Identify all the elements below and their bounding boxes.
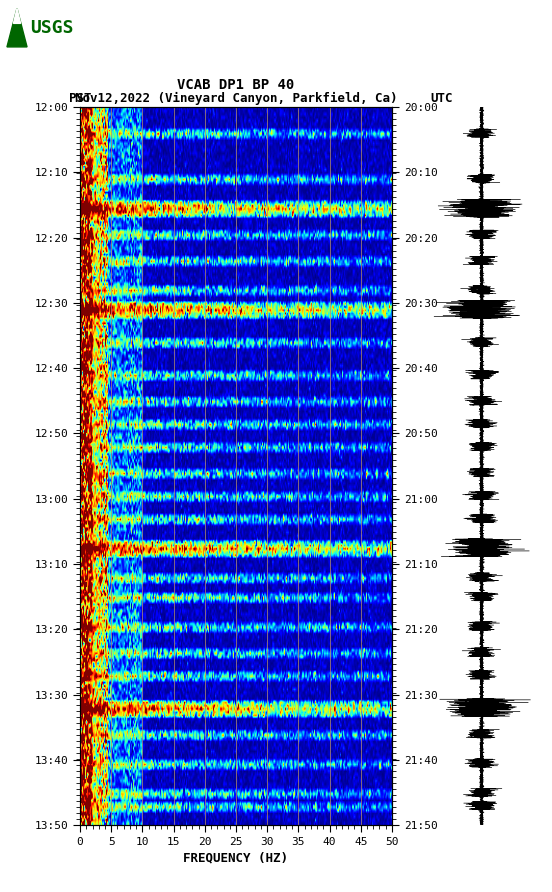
Polygon shape [7,8,27,47]
Polygon shape [13,8,20,23]
Text: UTC: UTC [431,92,453,105]
Text: Nov12,2022 (Vineyard Canyon, Parkfield, Ca): Nov12,2022 (Vineyard Canyon, Parkfield, … [75,92,397,105]
Text: PST: PST [69,92,92,105]
X-axis label: FREQUENCY (HZ): FREQUENCY (HZ) [183,851,289,864]
Text: VCAB DP1 BP 40: VCAB DP1 BP 40 [177,78,295,92]
Text: USGS: USGS [30,19,73,37]
